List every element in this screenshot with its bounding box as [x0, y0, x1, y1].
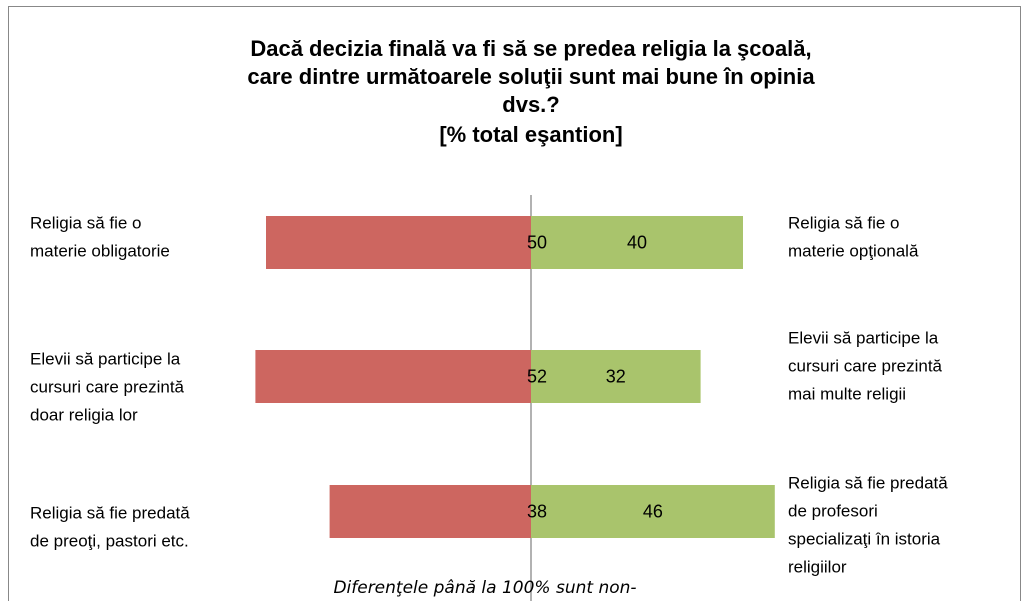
category-label-right: de profesori	[788, 501, 878, 520]
chart-title: Dacă decizia finală va fi să se predea r…	[250, 36, 811, 61]
bar-right	[531, 216, 743, 269]
category-label-right: cursuri care prezintă	[788, 356, 943, 375]
category-label-left: Elevii să participe la	[30, 349, 181, 368]
category-label-left: Religia să fie predată	[30, 503, 190, 522]
value-label: 40	[627, 232, 647, 252]
value-label: 52	[527, 366, 547, 386]
bar-right	[531, 485, 775, 538]
category-label-right: Religia să fie o	[788, 213, 900, 232]
category-label-right: Religia să fie predată	[788, 473, 948, 492]
category-label-right: religiilor	[788, 557, 847, 576]
chart-title: dvs.?	[502, 92, 559, 117]
bar-left	[255, 350, 531, 403]
chart-title: care dintre următoarele soluţii sunt mai…	[247, 64, 815, 89]
chart-title: [% total eşantion]	[439, 122, 622, 147]
category-label-left: cursuri care prezintă	[30, 377, 185, 396]
value-label: 50	[527, 232, 547, 252]
category-label-left: de preoţi, pastori etc.	[30, 531, 189, 550]
value-label: 32	[606, 366, 626, 386]
category-label-right: mai multe religii	[788, 384, 906, 403]
category-label-left: Religia să fie o	[30, 213, 142, 232]
category-label-left: materie obligatorie	[30, 241, 170, 260]
category-label-right: Elevii să participe la	[788, 328, 939, 347]
category-label-left: doar religia lor	[30, 405, 138, 424]
bar-left	[329, 485, 531, 538]
value-label: 38	[527, 501, 547, 521]
category-label-right: materie opţională	[788, 241, 919, 260]
category-label-right: specializaţi în istoria	[788, 529, 941, 548]
value-label: 46	[643, 501, 663, 521]
footnote: Diferenţele până la 100% sunt non-	[333, 578, 636, 598]
bar-left	[266, 216, 531, 269]
bar-right	[531, 350, 701, 403]
